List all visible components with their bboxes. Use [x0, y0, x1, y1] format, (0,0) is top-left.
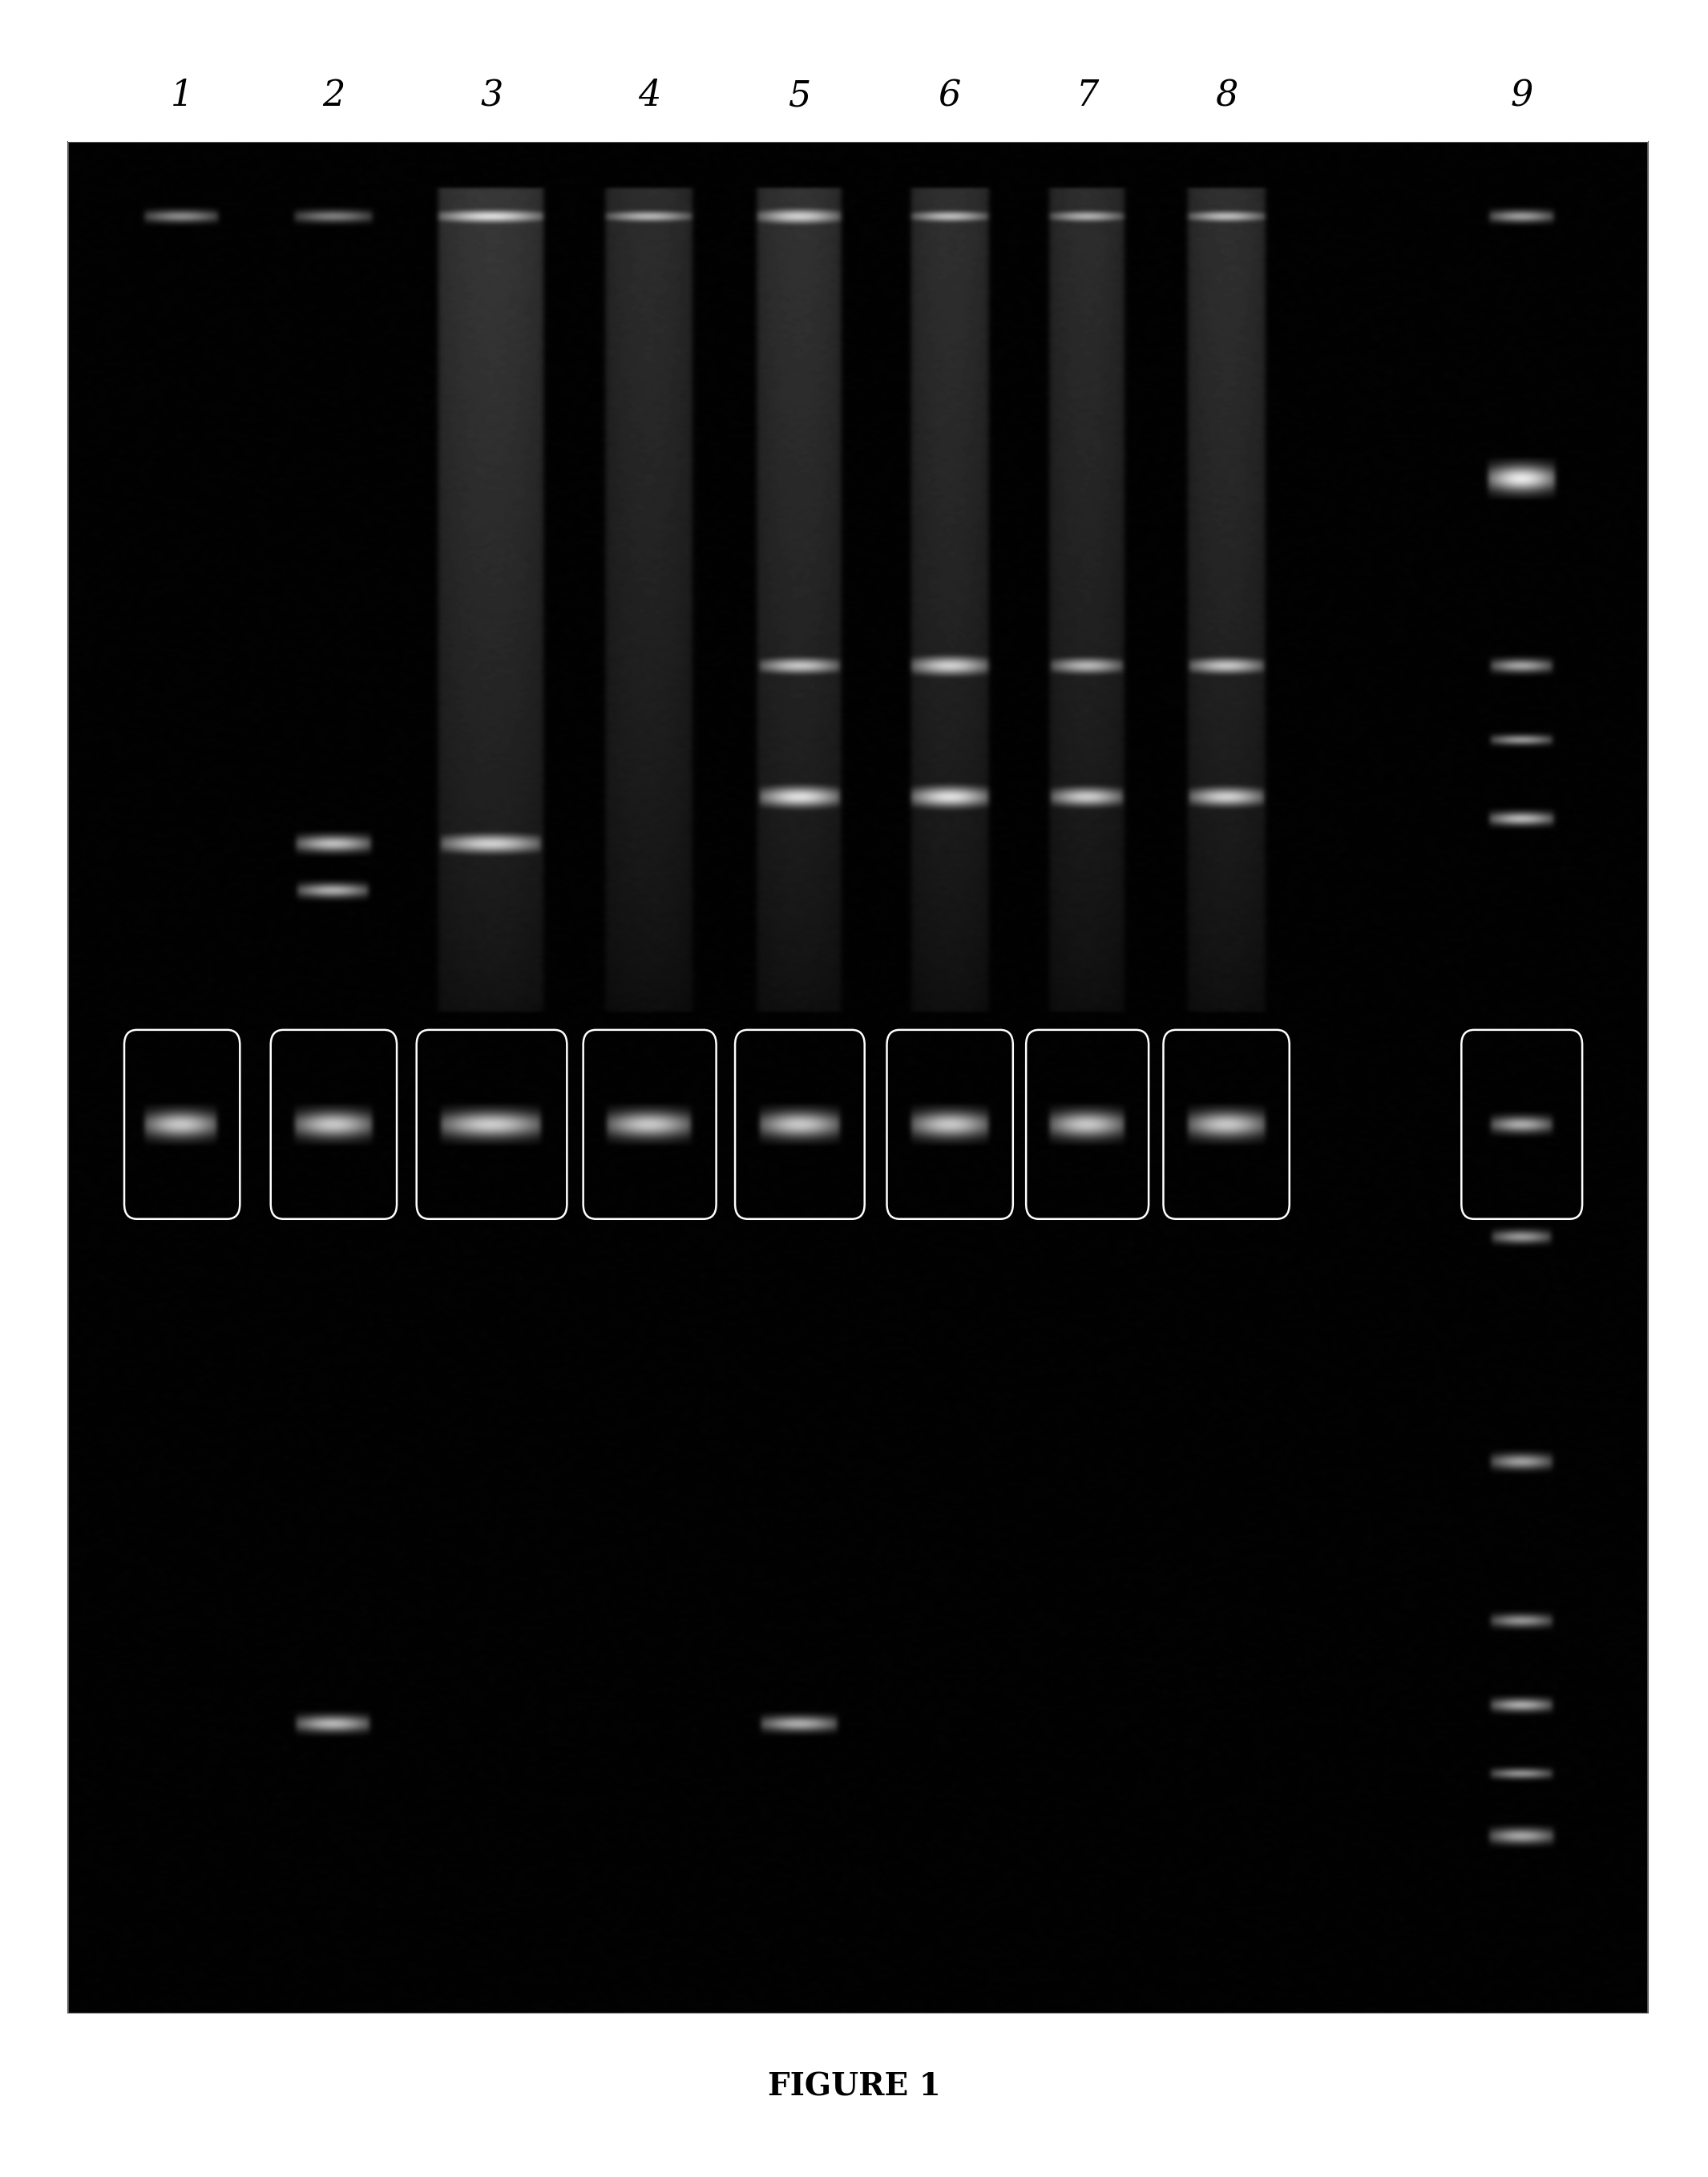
Text: 5: 5	[789, 78, 811, 113]
Text: 8: 8	[1214, 78, 1238, 113]
Text: FIGURE 1: FIGURE 1	[767, 2073, 941, 2103]
Text: 3: 3	[480, 78, 504, 113]
Text: 2: 2	[323, 78, 345, 113]
Text: 4: 4	[639, 78, 661, 113]
Text: 1: 1	[171, 78, 193, 113]
Text: 7: 7	[1076, 78, 1098, 113]
Text: 9: 9	[1510, 78, 1534, 113]
Text: 6: 6	[938, 78, 962, 113]
